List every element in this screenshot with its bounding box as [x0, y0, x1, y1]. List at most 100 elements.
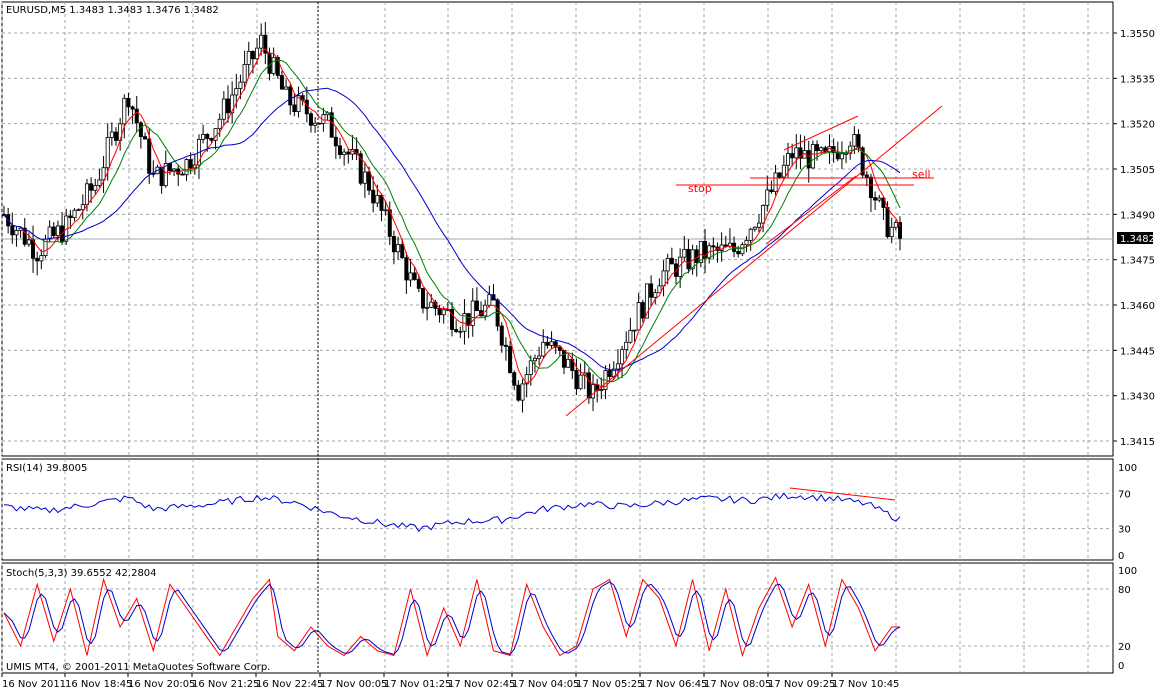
candle-body	[649, 283, 654, 298]
candle-body	[545, 341, 550, 346]
candle-body	[790, 153, 795, 159]
candle-body	[288, 86, 293, 106]
candle-body	[599, 389, 604, 391]
candle-body	[109, 131, 114, 138]
candle-body	[429, 301, 434, 308]
x-tick-label: 16 Nov 21:25	[192, 679, 259, 690]
candle-body	[408, 272, 413, 281]
y-tick-label: 1.3460	[1120, 301, 1155, 312]
candle-body	[810, 144, 815, 169]
candle-body	[172, 168, 177, 172]
candle-body	[669, 257, 674, 265]
candle-body	[84, 183, 89, 206]
candle-body	[371, 189, 376, 204]
candle-body	[661, 270, 666, 287]
candle-body	[856, 134, 861, 149]
candle-body	[292, 104, 297, 112]
candle-body	[499, 325, 504, 346]
candle-body	[184, 159, 189, 176]
candle-body	[711, 245, 716, 248]
candle-body	[873, 197, 878, 201]
candle-body	[284, 86, 289, 90]
stoch-main-line	[3, 576, 900, 658]
candle-body	[138, 122, 143, 137]
candle-body	[566, 358, 571, 368]
candle-body	[512, 372, 517, 386]
candle-body	[483, 304, 488, 317]
x-tick-label: 16 Nov 20:05	[128, 679, 195, 690]
stoch-tick-label: 100	[1118, 566, 1137, 577]
candle-body	[889, 226, 894, 238]
candle-body	[10, 225, 15, 236]
candle-body	[412, 272, 417, 280]
candle-body	[620, 349, 625, 365]
candle-body	[893, 222, 898, 228]
candle-body	[362, 171, 367, 184]
candle-body	[354, 149, 359, 155]
stoch-tick-label: 0	[1118, 661, 1124, 672]
candle-body	[263, 34, 268, 54]
candle-body	[765, 189, 770, 206]
candle-body	[47, 226, 52, 240]
candle-body	[839, 153, 844, 160]
candle-body	[868, 176, 873, 199]
candle-body	[786, 153, 791, 166]
moving-averages	[3, 48, 901, 388]
candle-body	[163, 163, 168, 187]
candle-body	[275, 57, 280, 76]
copyright-text: UMIS MT4, © 2001-2011 MetaQuotes Softwar…	[6, 662, 270, 673]
candle-body	[640, 302, 645, 319]
candle-body	[756, 222, 761, 228]
candle-body	[636, 302, 641, 331]
candle-body	[342, 151, 347, 156]
x-tick-label: 17 Nov 00:05	[320, 679, 387, 690]
y-tick-label: 1.3535	[1120, 74, 1155, 85]
rsi-divergence-line	[789, 487, 896, 501]
candle-body	[89, 183, 94, 191]
candle-body	[101, 167, 106, 181]
y-tick-label: 1.3550	[1120, 29, 1155, 40]
candle-body	[221, 98, 226, 120]
candle-body	[781, 164, 786, 178]
candle-body	[698, 240, 703, 263]
candle-body	[769, 189, 774, 193]
sell-label: sell	[912, 168, 931, 181]
candle-body	[740, 244, 745, 255]
rsi-header: RSI(14) 39.8005	[6, 463, 87, 474]
candle-body	[574, 370, 579, 390]
candle-body	[333, 136, 338, 147]
candle-body	[615, 363, 620, 370]
candle-body	[114, 131, 119, 141]
candle-body	[255, 47, 260, 60]
candle-body	[14, 229, 19, 236]
stochastic-series	[3, 576, 901, 658]
candle-body	[238, 81, 243, 89]
candle-body	[806, 150, 811, 169]
candle-body	[557, 346, 562, 351]
main-header: EURUSD,M5 1.3483 1.3483 1.3476 1.3482	[6, 5, 219, 16]
candle-body	[578, 374, 583, 390]
candle-body	[271, 57, 276, 74]
candle-body	[420, 287, 425, 309]
main-panel-frame	[1, 1, 1114, 457]
candle-body	[665, 257, 670, 272]
candle-body	[39, 255, 44, 262]
candle-body	[532, 357, 537, 362]
candle-body	[674, 263, 679, 277]
candle-body	[267, 52, 272, 74]
candle-body	[425, 306, 430, 309]
candle-body	[329, 112, 334, 138]
candle-body	[93, 185, 98, 191]
y-tick-label: 1.3430	[1120, 392, 1155, 403]
candle-body	[51, 226, 56, 236]
candle-body	[396, 244, 401, 253]
trendline-annotations	[565, 105, 943, 501]
x-tick-label: 16 Nov 22:45	[256, 679, 323, 690]
candle-body	[470, 300, 475, 326]
candle-body	[657, 285, 662, 294]
candle-body	[201, 133, 206, 140]
stoch-tick-label: 80	[1118, 585, 1131, 596]
stoch-header: Stoch(5,3,3) 39.6552 42.2804	[6, 568, 157, 579]
